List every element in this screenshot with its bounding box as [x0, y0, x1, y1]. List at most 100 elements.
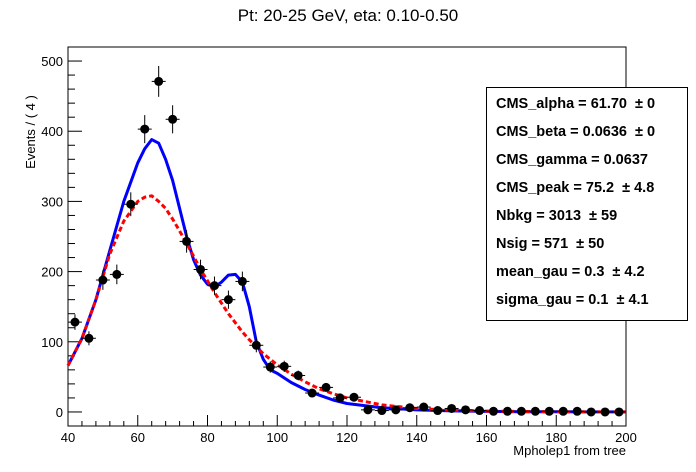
data-marker — [586, 407, 596, 417]
data-marker — [154, 76, 164, 86]
data-point — [207, 276, 222, 295]
data-point — [556, 406, 571, 416]
fit-param-label: CMS_peak = — [496, 180, 586, 196]
data-marker — [98, 275, 108, 285]
data-marker — [502, 406, 512, 416]
data-marker — [419, 402, 429, 412]
x-tick-label: 120 — [336, 430, 358, 445]
data-marker — [516, 406, 526, 416]
data-marker — [433, 406, 443, 416]
data-marker — [182, 236, 192, 246]
data-point — [598, 407, 613, 417]
data-point — [109, 264, 124, 285]
data-marker — [572, 406, 582, 416]
data-point — [458, 405, 473, 415]
data-marker — [475, 406, 485, 416]
fit-param-row: Nsig = 571 ± 50 — [496, 236, 604, 252]
data-marker — [461, 405, 471, 415]
fit-param-row: CMS_peak = 75.2 ± 4.8 — [496, 180, 654, 196]
data-point — [235, 271, 250, 292]
data-point — [249, 338, 264, 353]
y-tick-label: 500 — [41, 54, 63, 69]
data-point — [612, 407, 626, 417]
fit-param-label: mean_gau = — [496, 264, 585, 280]
data-marker — [279, 361, 289, 371]
fit-param-value: 0.1 — [588, 292, 609, 308]
data-point — [416, 402, 431, 412]
data-marker — [488, 406, 498, 416]
data-marker — [447, 403, 457, 413]
data-marker — [84, 333, 94, 343]
fit-param-row: mean_gau = 0.3 ± 4.2 — [496, 264, 645, 280]
data-point — [277, 360, 292, 372]
data-point — [430, 406, 445, 416]
fit-param-value: 61.70 — [590, 96, 627, 112]
fit-param-value: 75.2 — [585, 180, 615, 196]
data-point — [360, 405, 375, 415]
fit-curve-total — [66, 138, 626, 414]
data-marker — [126, 199, 136, 209]
fit-param-error: ± 4.8 — [622, 180, 655, 196]
data-marker — [377, 406, 387, 416]
data-marker — [168, 114, 178, 124]
x-tick-label: 40 — [61, 430, 75, 445]
fit-param-error: ± 4.2 — [612, 264, 645, 280]
fit-param-label: Nbkg = — [496, 208, 549, 224]
data-marker — [558, 406, 568, 416]
fit-param-row: CMS_gamma = 0.0637 — [496, 152, 648, 168]
data-marker — [391, 405, 401, 415]
data-marker — [140, 124, 150, 134]
data-point — [570, 406, 585, 416]
data-point — [305, 388, 320, 398]
data-marker — [544, 406, 554, 416]
fit-param-row: CMS_beta = 0.0636 ± 0 — [496, 124, 655, 140]
fit-param-label: Nsig = — [496, 236, 544, 252]
data-point — [486, 406, 501, 416]
data-point — [263, 361, 278, 373]
x-tick-label: 100 — [266, 430, 288, 445]
chart-title: Pt: 20-25 GeV, eta: 0.10-0.50 — [237, 6, 459, 25]
fit-param-row: Nbkg = 3013 ± 59 — [496, 208, 617, 224]
data-marker — [405, 403, 415, 413]
data-point — [193, 259, 208, 280]
data-point — [500, 406, 515, 416]
data-point — [221, 290, 236, 309]
data-point — [179, 230, 194, 253]
fit-param-value: 0.0637 — [603, 152, 648, 168]
data-point — [472, 406, 487, 416]
fit-curve-background — [66, 194, 626, 414]
data-marker — [251, 340, 261, 350]
fit-param-error: ± 4.1 — [616, 292, 649, 308]
x-tick-label: 200 — [615, 430, 637, 445]
data-marker — [363, 405, 373, 415]
fit-stats-box: CMS_alpha = 61.70 ± 0 CMS_beta = 0.0636 ± 0… — [486, 87, 688, 321]
data-marker — [70, 317, 80, 327]
data-marker — [530, 406, 540, 416]
data-point — [137, 115, 152, 144]
data-point — [584, 407, 599, 417]
fit-param-label: sigma_gau = — [496, 292, 589, 308]
data-point — [528, 406, 543, 416]
data-marker — [265, 362, 275, 372]
fit-param-label: CMS_beta = — [496, 124, 583, 140]
fit-param-row: CMS_alpha = 61.70 ± 0 — [496, 96, 655, 112]
data-point — [347, 392, 361, 402]
data-marker — [223, 295, 233, 305]
data-point — [291, 370, 306, 381]
x-tick-label: 160 — [476, 430, 498, 445]
y-tick-label: 200 — [41, 265, 63, 280]
data-marker — [293, 370, 303, 380]
fit-param-error: ± 0 — [634, 96, 656, 112]
x-axis-label: Mpholep1 from tree — [513, 443, 626, 458]
data-marker — [321, 382, 331, 392]
x-tick-label: 60 — [131, 430, 145, 445]
fit-param-label: CMS_gamma = — [496, 152, 604, 168]
data-point — [444, 403, 459, 413]
data-point — [402, 403, 417, 413]
data-marker — [209, 281, 219, 291]
data-point — [333, 393, 347, 403]
fit-param-error: ± 59 — [589, 208, 618, 224]
data-marker — [196, 264, 206, 274]
fit-param-value: 0.0636 — [582, 124, 627, 140]
